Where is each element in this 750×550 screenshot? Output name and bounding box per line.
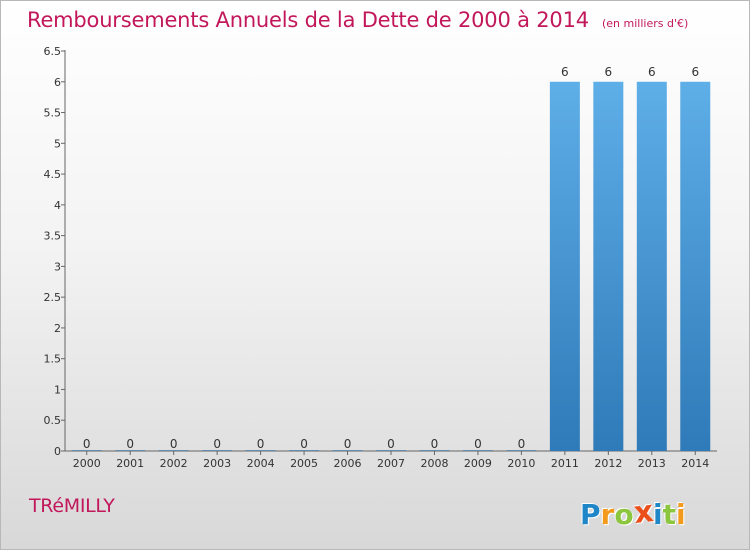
y-tick-label: 2.5 <box>44 291 62 304</box>
bar-value-label: 0 <box>431 437 439 451</box>
zero-bar <box>506 450 537 451</box>
bar-value-label: 6 <box>648 65 656 79</box>
y-tick-label: 4 <box>54 199 61 212</box>
bar <box>636 81 667 452</box>
zero-bar <box>419 450 450 451</box>
x-tick-label: 2005 <box>290 457 318 470</box>
x-tick-label: 2002 <box>160 457 188 470</box>
bar-value-label: 0 <box>213 437 221 451</box>
x-tick-label: 2013 <box>638 457 666 470</box>
zero-bar <box>245 450 276 451</box>
bar-value-label: 0 <box>344 437 352 451</box>
brand-letter: i <box>675 498 686 531</box>
bar-value-label: 0 <box>83 437 91 451</box>
bar <box>549 81 580 452</box>
bar-value-label: 6 <box>605 65 613 79</box>
x-tick-label: 2000 <box>73 457 101 470</box>
zero-bar <box>376 450 406 451</box>
x-tick-label: 2006 <box>334 457 362 470</box>
bar-value-label: 0 <box>257 437 265 451</box>
brand-letter: x <box>631 494 655 531</box>
chart-title: Remboursements Annuels de la Dette de 20… <box>27 8 589 32</box>
x-tick-label: 2003 <box>203 457 231 470</box>
y-tick-label: 5.5 <box>44 107 62 120</box>
bar <box>593 81 624 452</box>
y-tick-label: 1 <box>54 383 61 396</box>
y-tick-label: 5 <box>54 137 61 150</box>
zero-bar <box>289 450 320 451</box>
commune-label: TRéMILLY <box>29 495 115 517</box>
brand-letter: t <box>662 498 676 531</box>
bar-value-label: 0 <box>474 437 482 451</box>
x-tick-label: 2009 <box>464 457 492 470</box>
x-tick-label: 2011 <box>551 457 579 470</box>
bar-value-label: 6 <box>691 65 699 79</box>
y-tick-label: 6 <box>54 76 61 89</box>
x-tick-label: 2014 <box>681 457 709 470</box>
brand-letter: r <box>600 498 615 531</box>
x-tick-label: 2008 <box>420 457 448 470</box>
chart-unit-label: (en milliers d'€) <box>602 17 689 30</box>
zero-bar <box>115 450 146 451</box>
zero-bar <box>202 450 233 451</box>
x-tick-label: 2007 <box>377 457 405 470</box>
bar-value-label: 0 <box>170 437 178 451</box>
chart-layer: 0 0.5 1 1.5 2 2.5 3 3.5 4 4.5 5 5.5 6 6.5 0 2000 0 2001 0 2… <box>44 45 717 470</box>
zero-bar <box>158 450 189 451</box>
y-tick-label: 1.5 <box>44 353 62 366</box>
brand-letter: P <box>580 498 601 531</box>
bar-value-label: 6 <box>561 65 569 79</box>
y-tick-label: 2 <box>54 322 61 335</box>
y-tick-label: 3.5 <box>44 230 62 243</box>
x-tick-label: 2010 <box>507 457 535 470</box>
x-tick-label: 2012 <box>594 457 622 470</box>
bar-value-label: 0 <box>126 437 134 451</box>
bar-value-label: 0 <box>518 437 526 451</box>
x-tick-label: 2001 <box>116 457 144 470</box>
zero-bar <box>462 450 493 451</box>
y-tick-label: 3 <box>54 260 61 273</box>
bar-value-label: 0 <box>300 437 308 451</box>
y-tick-label: 0 <box>54 445 61 458</box>
zero-bar <box>332 450 363 451</box>
y-tick-label: 0.5 <box>44 414 62 427</box>
brand-letter: o <box>614 498 634 531</box>
x-tick-label: 2004 <box>247 457 275 470</box>
zero-bar <box>71 450 102 451</box>
y-tick-label: 4.5 <box>44 168 62 181</box>
y-tick-label: 6.5 <box>44 45 62 58</box>
bar <box>680 81 711 452</box>
bar-value-label: 0 <box>387 437 395 451</box>
brand-letter: i <box>652 498 663 531</box>
chart-title-group: Remboursements Annuels de la Dette de 20… <box>27 8 688 32</box>
